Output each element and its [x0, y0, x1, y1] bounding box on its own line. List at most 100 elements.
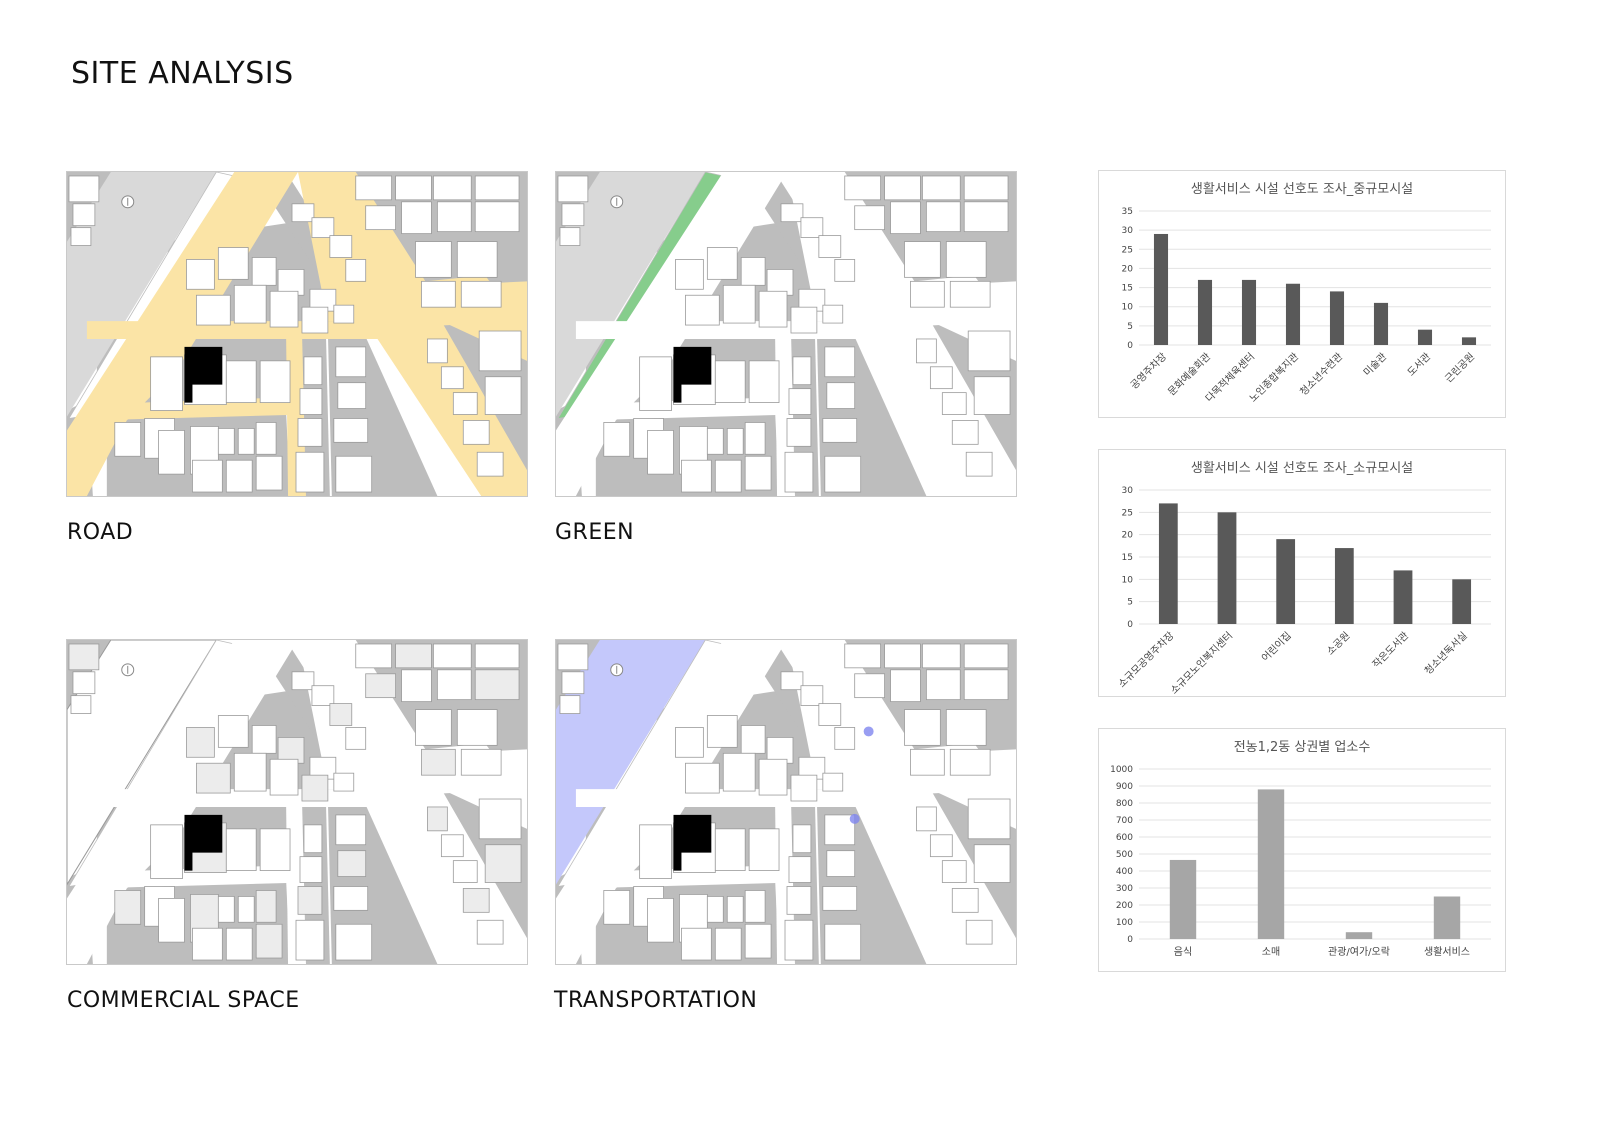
building	[681, 927, 712, 961]
category-label: 관광/여가/오락	[1328, 946, 1390, 958]
building	[186, 259, 215, 290]
green-map-svg	[556, 172, 1016, 496]
building	[706, 428, 724, 455]
building	[259, 360, 291, 403]
building	[726, 428, 744, 455]
category-label: 미술관	[1361, 351, 1389, 379]
building	[929, 366, 953, 390]
category-label: 청소년독서실	[1422, 630, 1470, 678]
building	[301, 774, 329, 802]
mid-scale-facility-preference-chart: 생활서비스 시설 선호도 조사_중규모시설 0 5 10 15 20 25 30 35 공영주차장…	[1098, 170, 1506, 418]
building	[922, 175, 961, 201]
building	[68, 643, 100, 671]
building	[792, 824, 812, 854]
river	[67, 172, 217, 417]
building	[786, 886, 812, 915]
building	[951, 888, 979, 913]
category-label: 청소년수련관	[1298, 351, 1346, 399]
building	[297, 418, 323, 447]
building	[559, 227, 581, 246]
building	[714, 927, 742, 961]
building	[685, 762, 720, 794]
building	[824, 346, 856, 378]
building	[456, 709, 498, 746]
building	[217, 896, 235, 923]
road-map-svg	[67, 172, 527, 496]
building	[158, 430, 185, 475]
site-building	[184, 814, 223, 871]
building	[706, 247, 738, 280]
building	[884, 643, 921, 669]
y-tick-label: 400	[1116, 867, 1133, 877]
building	[822, 772, 844, 792]
building	[401, 201, 432, 235]
building	[421, 280, 456, 308]
y-tick-label: 200	[1116, 901, 1133, 911]
building	[854, 205, 885, 231]
bus-stop-icon	[849, 813, 860, 824]
building	[225, 459, 253, 493]
building	[818, 235, 842, 258]
commercial-space-map-label: COMMERCIAL SPACE	[67, 988, 300, 1013]
building	[433, 643, 472, 669]
building	[474, 643, 520, 669]
bar	[1217, 512, 1237, 624]
y-tick-label: 700	[1116, 816, 1133, 826]
building	[427, 338, 448, 364]
business-count-chart: 전농1,2동 상권별 업소수 0 100 200 300 400 500 600 700 800 9…	[1098, 728, 1506, 972]
building	[237, 428, 255, 455]
building	[647, 898, 674, 943]
y-tick-label: 25	[1122, 245, 1133, 255]
bar	[1285, 283, 1301, 345]
y-tick-label: 15	[1122, 284, 1133, 294]
y-tick-label: 5	[1127, 322, 1133, 332]
building	[557, 175, 589, 203]
building	[834, 259, 856, 282]
building	[478, 798, 522, 840]
building	[301, 306, 329, 334]
building	[963, 175, 1009, 201]
category-label: 도서관	[1405, 351, 1433, 379]
building	[329, 235, 353, 258]
building	[834, 727, 856, 750]
y-tick-label: 0	[1127, 620, 1133, 630]
building	[452, 392, 478, 415]
bar	[1433, 896, 1461, 939]
building	[251, 725, 277, 754]
category-label: 소규모노인복지센터	[1168, 630, 1235, 696]
y-tick-label: 0	[1127, 935, 1133, 945]
building	[647, 430, 674, 475]
building	[714, 459, 742, 493]
building	[790, 774, 818, 802]
building	[421, 748, 456, 776]
building	[788, 388, 812, 415]
road	[575, 789, 915, 807]
building	[114, 890, 142, 925]
building	[945, 241, 987, 278]
building	[561, 671, 585, 695]
y-tick-label: 30	[1122, 226, 1134, 236]
building	[929, 834, 953, 858]
building	[941, 392, 967, 415]
building	[427, 806, 448, 832]
building	[844, 643, 881, 669]
building	[963, 201, 1009, 233]
building	[925, 669, 961, 701]
building	[559, 695, 581, 714]
building	[973, 844, 1011, 883]
y-tick-label: 600	[1116, 833, 1133, 843]
building	[255, 923, 283, 959]
building	[335, 923, 373, 961]
building	[365, 673, 396, 699]
building	[335, 455, 373, 493]
building	[925, 201, 961, 233]
building	[824, 455, 862, 493]
y-tick-label: 0	[1127, 341, 1133, 351]
building	[967, 798, 1011, 840]
building	[259, 828, 291, 871]
building	[291, 671, 315, 691]
y-tick-label: 900	[1116, 782, 1133, 792]
building	[818, 703, 842, 726]
building	[68, 175, 100, 203]
category-label: 생활서비스	[1424, 945, 1470, 958]
